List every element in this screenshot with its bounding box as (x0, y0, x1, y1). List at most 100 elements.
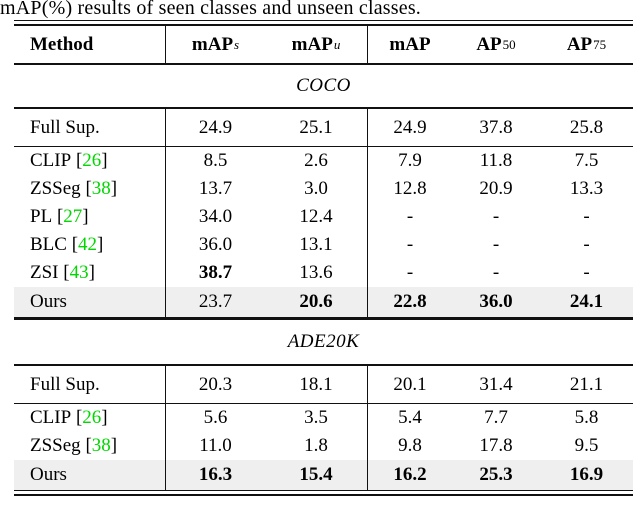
column-header-method: Method (30, 33, 94, 55)
cell-value: 34.0 (165, 203, 265, 231)
section-title-coco: COCO (296, 75, 351, 96)
method-name: Full Sup. (30, 373, 100, 395)
method-name: Ours (30, 464, 67, 485)
table-row-zsi: ZSI [43] 38.7 13.6 - - - (14, 259, 633, 287)
cell-value: 20.3 (165, 366, 265, 403)
cell-value: - (367, 259, 452, 287)
cell-value: 5.4 (367, 404, 452, 432)
cell-value: 20.6 (299, 291, 333, 312)
cell-method: ZSI [43] (30, 262, 95, 283)
cell-value: 18.1 (299, 373, 333, 395)
table-row-ours: Ours 16.3 15.4 16.2 25.3 16.9 (14, 460, 633, 490)
header-rule (14, 63, 633, 65)
citation-link[interactable]: 27 (63, 206, 83, 227)
cell-value: 21.1 (569, 373, 604, 395)
cell-value: 11.8 (479, 150, 513, 171)
cell-value: 36.0 (479, 291, 513, 312)
method-name: CLIP (30, 150, 72, 171)
cell-value: - (583, 234, 590, 255)
cell-value: 13.3 (569, 178, 604, 199)
cell-method: PL [27] (30, 206, 89, 227)
cell-value: 3.0 (304, 178, 328, 199)
cell-value: - (367, 203, 452, 231)
cell-value: 25.3 (479, 464, 513, 485)
cell-value: 13.7 (165, 175, 265, 203)
table-row-ours: Ours 23.7 20.6 22.8 36.0 24.1 (14, 287, 633, 317)
citation-link[interactable]: 26 (82, 150, 102, 171)
cell-value: 25.1 (299, 116, 333, 138)
cell-value: 7.9 (367, 147, 452, 175)
table-row-full-sup: Full Sup. 20.3 18.1 20.1 31.4 21.1 (14, 366, 633, 403)
cell-value: - (492, 234, 500, 255)
cell-value: - (492, 206, 500, 227)
table-row-pl: PL [27] 34.0 12.4 - - - (14, 203, 633, 231)
cell-value: 36.0 (165, 231, 265, 259)
section-header-rule (14, 107, 633, 109)
cell-value: - (583, 262, 590, 283)
cell-value: 2.6 (304, 150, 328, 171)
column-header-maps: mAP s (165, 26, 265, 63)
cell-value: 15.4 (299, 464, 333, 485)
method-name: ZSSeg (30, 178, 81, 199)
cell-value: 16.3 (165, 460, 265, 490)
method-name: Ours (30, 291, 67, 312)
cell-value: 11.0 (165, 432, 265, 460)
table-row-clip: CLIP [26] 5.6 3.5 5.4 7.7 5.8 (14, 404, 633, 432)
fullsup-rule (14, 146, 633, 147)
table-body: COCO Full Sup. 24.9 25.1 24.9 37.8 25.8 CLIP [2… (14, 65, 633, 496)
citation-link[interactable]: 43 (69, 262, 89, 283)
cell-method: Ours (14, 287, 165, 317)
cell-method: Full Sup. (14, 366, 165, 403)
cell-value: 37.8 (479, 116, 513, 138)
cell-value: 13.6 (299, 262, 333, 283)
cell-value: 20.1 (367, 366, 452, 403)
cell-value: 1.8 (304, 435, 328, 456)
cell-value: 24.9 (367, 109, 452, 146)
cell-value: - (492, 262, 500, 283)
section-header-rule (14, 364, 633, 366)
citation-link[interactable]: 38 (91, 178, 111, 199)
cell-value: - (583, 206, 590, 227)
cell-method: ZSSeg [38] (30, 178, 118, 199)
cell-value: 12.8 (367, 175, 452, 203)
cell-value: 7.5 (574, 150, 599, 171)
citation-link[interactable]: 42 (78, 234, 98, 255)
column-header-ap75: AP 75 (566, 33, 607, 55)
cell-value: 25.8 (569, 116, 604, 138)
cell-value: 12.4 (299, 206, 333, 227)
table-row-zsseg: ZSSeg [38] 13.7 3.0 12.8 20.9 13.3 (14, 175, 633, 203)
table-row-clip: CLIP [26] 8.5 2.6 7.9 11.8 7.5 (14, 147, 633, 175)
cell-value: 13.1 (299, 234, 333, 255)
cell-value: 38.7 (165, 259, 265, 287)
column-header-mapu: mAP u (291, 33, 341, 55)
citation-link[interactable]: 38 (91, 435, 111, 456)
cell-value: 20.9 (479, 178, 513, 199)
cell-value: 17.8 (479, 435, 513, 456)
cell-value: 16.2 (367, 460, 452, 490)
column-header-ap50: AP 50 (476, 33, 516, 55)
fullsup-rule (14, 403, 633, 404)
citation-link[interactable]: 26 (82, 407, 102, 428)
cell-method: CLIP [26] (30, 407, 108, 428)
cell-value: 5.6 (165, 404, 265, 432)
results-table: Method mAP s mAP u mAP AP 50 AP 75 COCO Full Sup.… (14, 20, 633, 496)
method-name: Full Sup. (30, 116, 100, 138)
cell-method: BLC [42] (30, 234, 104, 255)
table-row-zsseg: ZSSeg [38] 11.0 1.8 9.8 17.8 9.5 (14, 432, 633, 460)
cell-value: 8.5 (165, 147, 265, 175)
table-row-blc: BLC [42] 36.0 13.1 - - - (14, 231, 633, 259)
top-rule (14, 20, 633, 26)
cell-value: 16.9 (569, 464, 604, 485)
method-name: ZSSeg (30, 435, 81, 456)
cell-method: Ours (14, 460, 165, 490)
bottom-rule (14, 490, 633, 496)
section-title-ade20k: ADE20K (287, 331, 360, 352)
table-caption: mAP(%) results of seen classes and unsee… (0, 0, 422, 19)
cell-value: 22.8 (367, 287, 452, 317)
section-divider-rule (14, 317, 633, 320)
cell-value: 5.8 (574, 407, 599, 428)
table-row-full-sup: Full Sup. 24.9 25.1 24.9 37.8 25.8 (14, 109, 633, 146)
cell-value: 3.5 (304, 407, 328, 428)
cell-value: 24.1 (569, 291, 604, 312)
cell-value: 9.8 (367, 432, 452, 460)
